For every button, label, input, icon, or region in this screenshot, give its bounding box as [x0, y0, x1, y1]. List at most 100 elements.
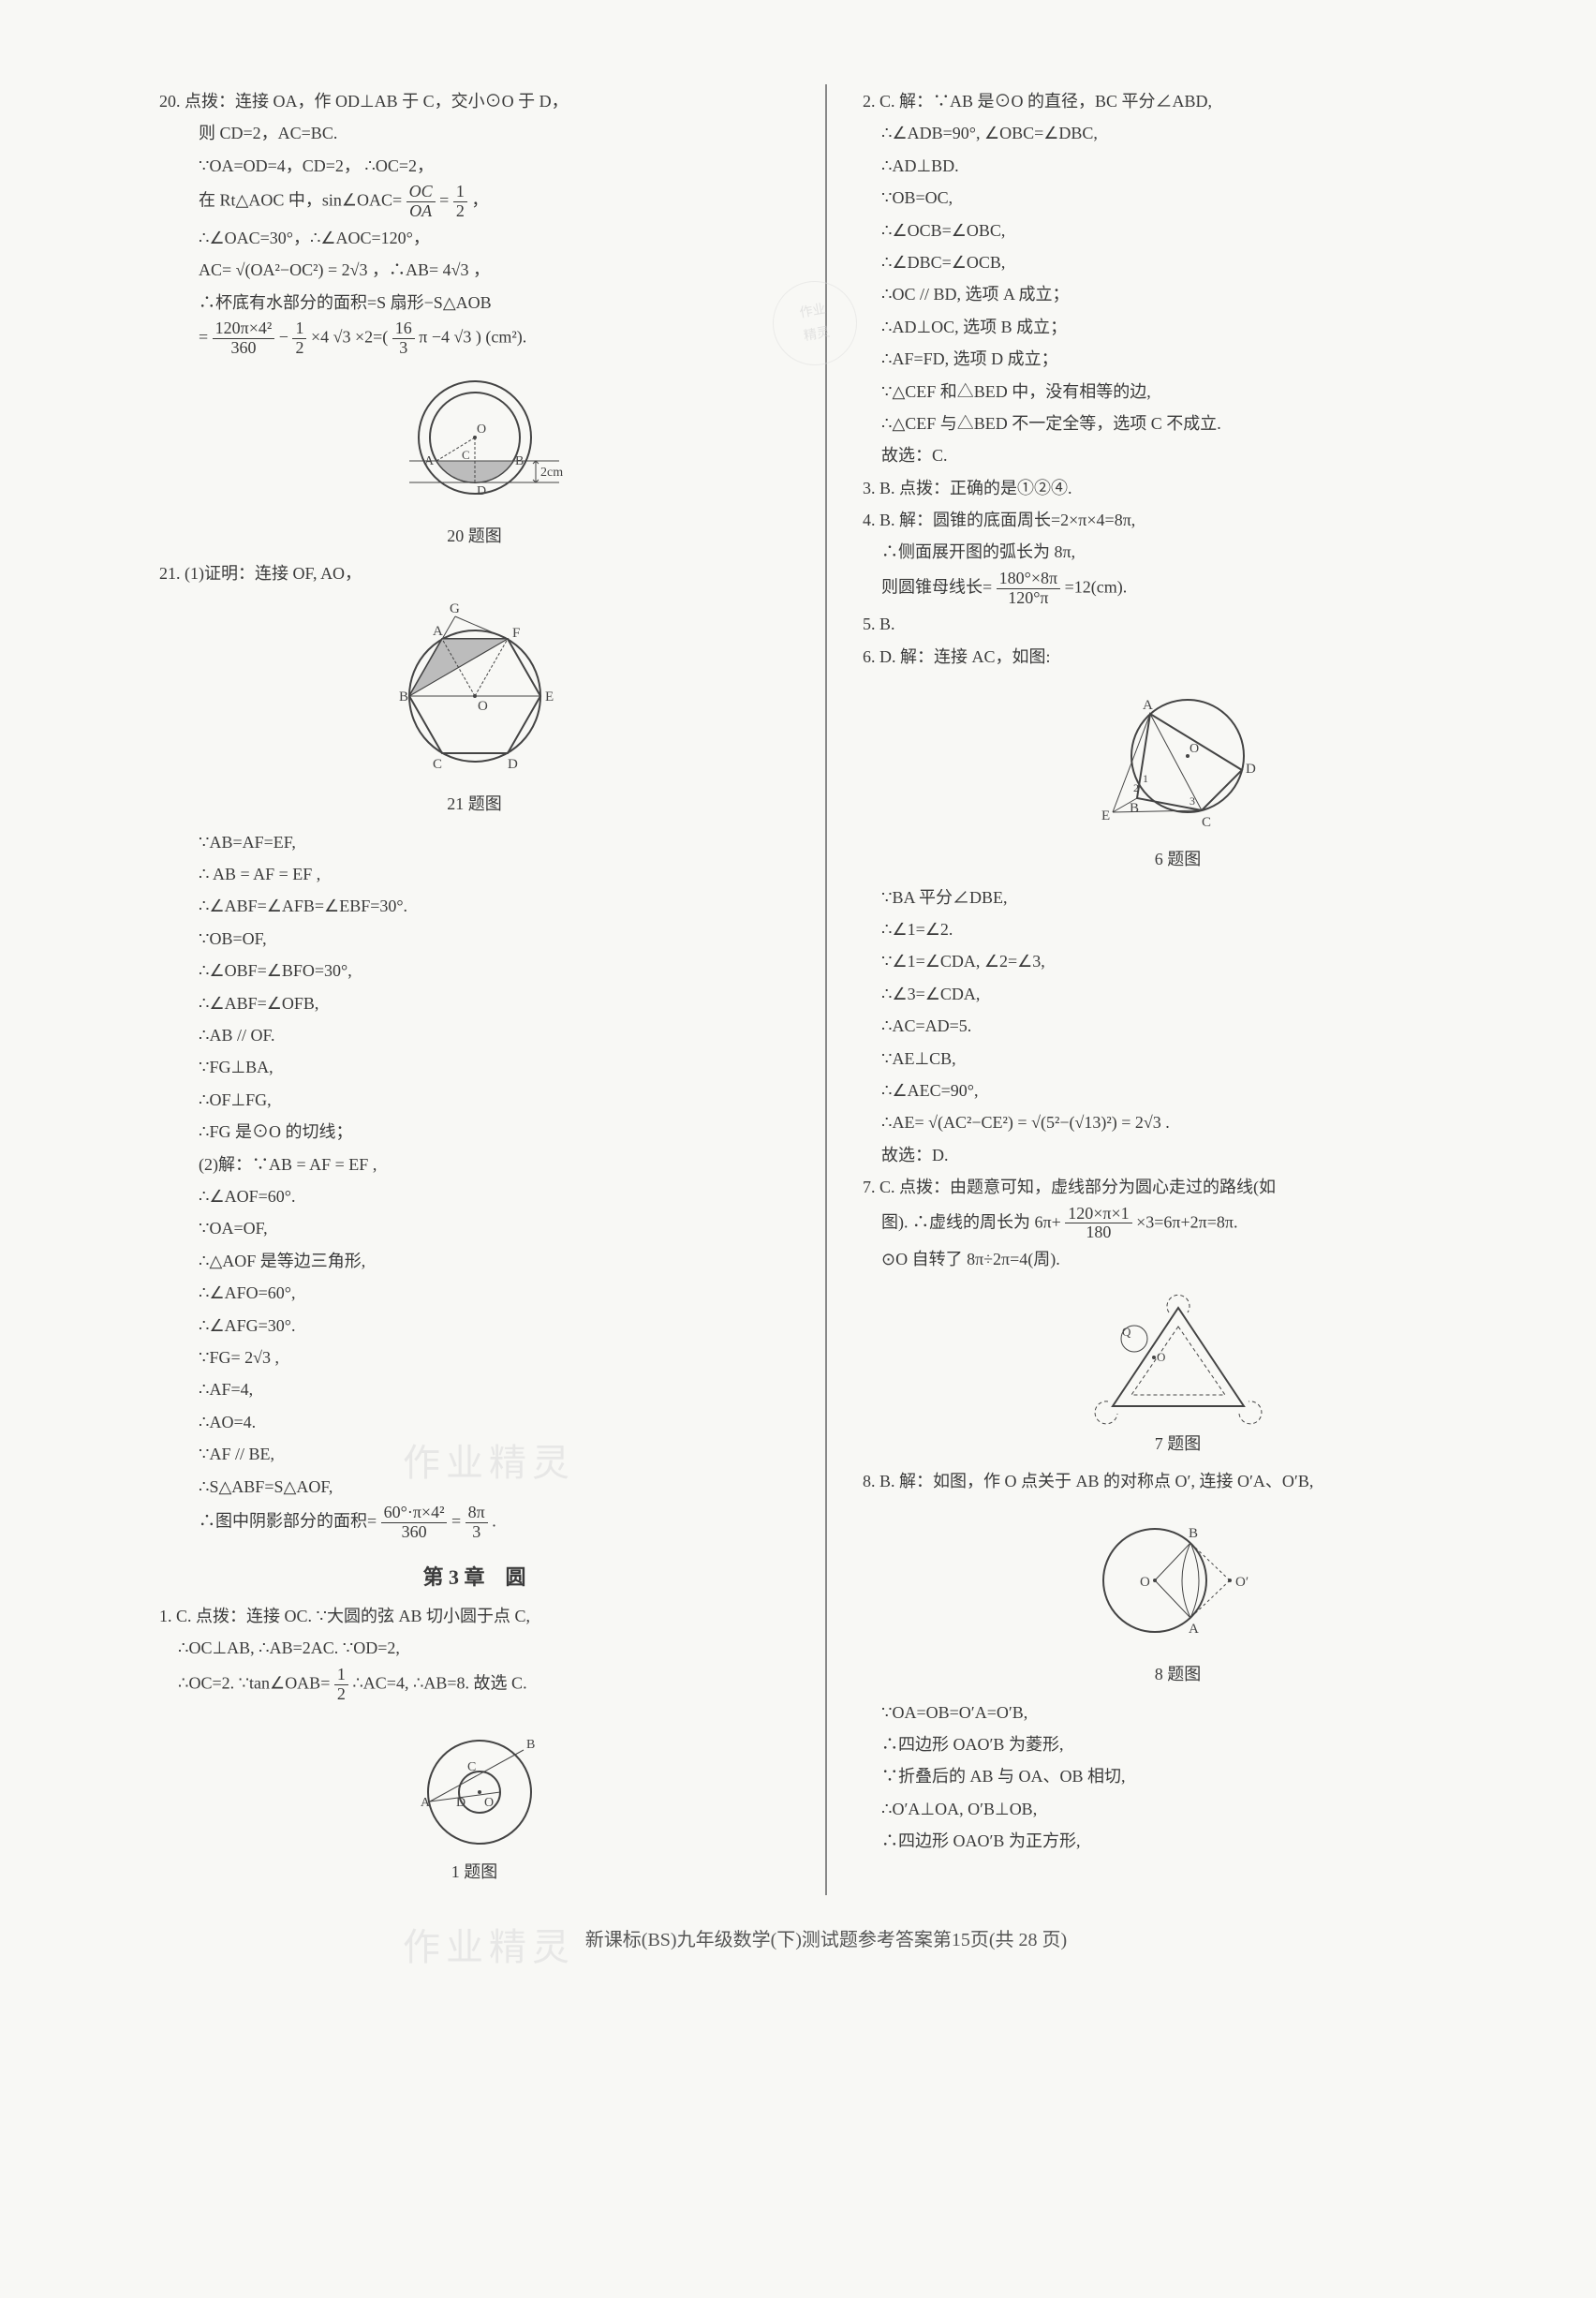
d: 2 [453, 202, 467, 221]
p20-l6: AC= √(OA²−OC²) = 2√3 ，∴AB= 4√3 ， [159, 255, 790, 285]
c3p1-l1: 1. C. 点拨：连接 OC. ∵大圆的弦 AB 切小圆于点 C, [159, 1601, 790, 1631]
fig8-caption: 8 题图 [863, 1659, 1493, 1689]
svg-text:A: A [1143, 698, 1153, 713]
p21-l4: ∴∠ABF=∠AFB=∠EBF=30°. [159, 891, 790, 921]
p5: 5. B. [863, 609, 1493, 639]
frac: 12 [453, 183, 467, 221]
p20-l5: ∴∠OAC=30°，∴∠AOC=120°， [159, 223, 790, 253]
p21-l1: 21. (1)证明：连接 OF, AO， [159, 558, 790, 588]
n: 1 [292, 319, 306, 339]
left-column: 20. 点拨：连接 OA，作 OD⊥AB 于 C，交小⊙O 于 D， 则 CD=… [159, 84, 818, 1895]
p20-l2: 则 CD=2，AC=BC. [159, 118, 790, 148]
t: 在 Rt△AOC 中，sin∠OAC= [199, 191, 402, 210]
p21-l6: ∴∠OBF=∠BFO=30°, [159, 956, 790, 986]
p6-l6: ∴AC=AD=5. [863, 1011, 1493, 1041]
frac: OCOA [406, 183, 436, 221]
lbl-A: A [424, 454, 435, 468]
p21-l18: ∵FG= 2√3 , [159, 1342, 790, 1372]
p2-l1: 2. C. 解：∵AB 是⊙O 的直径，BC 平分∠ABD, [863, 86, 1493, 116]
t: =12(cm). [1065, 577, 1128, 596]
n: 16 [392, 319, 415, 339]
frac: 120×π×1180 [1065, 1205, 1131, 1243]
lbl-C: C [462, 448, 470, 462]
t: 则圆锥母线长= [881, 577, 997, 596]
p2-l6: ∴∠DBC=∠OCB, [863, 247, 1493, 277]
svg-text:G: G [450, 601, 460, 616]
d: 2 [292, 339, 306, 358]
c3p1-l3: ∴OC=2. ∵tan∠OAB= 12 ∴AC=4, ∴AB=8. 故选 C. [159, 1666, 790, 1704]
column-divider [825, 84, 827, 1895]
n: 1 [334, 1666, 348, 1685]
frac: 120π×4²360 [213, 319, 275, 358]
svg-text:A: A [421, 1796, 431, 1810]
p21-l9: ∵FG⊥BA, [159, 1052, 790, 1082]
p20-l3: ∵OA=OD=4，CD=2， ∴OC=2， [159, 151, 790, 181]
p21-l3: ∴ AB = AF = EF , [159, 859, 790, 889]
svg-text:O: O [478, 699, 488, 714]
lbl-2cm: 2cm [540, 466, 563, 480]
p21-l17: ∴∠AFG=30°. [159, 1311, 790, 1341]
p2-l3: ∴AD⊥BD. [863, 151, 1493, 181]
svg-text:D: D [508, 757, 518, 772]
svg-text:A: A [433, 624, 443, 639]
p8-l1: 8. B. 解：如图，作 O 点关于 AB 的对称点 O′, 连接 O′A、O′… [863, 1466, 1493, 1496]
frac: 60°·π×4²360 [381, 1504, 448, 1542]
p6-l10: 故选：D. [863, 1140, 1493, 1170]
frac: 8π3 [466, 1504, 488, 1542]
d: 3 [392, 339, 415, 358]
p21-l22: ∴S△ABF=S△AOF, [159, 1472, 790, 1502]
p21-l15: ∴△AOF 是等边三角形, [159, 1246, 790, 1276]
t: ×4 √3 ×2=( [311, 327, 392, 346]
lbl-B: B [515, 454, 524, 468]
p8-l4: ∵折叠后的 AB 与 OA、OB 相切, [863, 1761, 1493, 1791]
c3p1-l2: ∴OC⊥AB, ∴AB=2AC. ∵OD=2, [159, 1633, 790, 1663]
p6-l4: ∵∠1=∠CDA, ∠2=∠3, [863, 946, 1493, 976]
n: 1 [453, 183, 467, 202]
n: 60°·π×4² [381, 1504, 448, 1523]
svg-text:E: E [545, 689, 554, 704]
fig-7: Q O [863, 1284, 1493, 1425]
p4-l3: 则圆锥母线长= 180°×8π120°π =12(cm). [863, 570, 1493, 608]
p21-l8: ∴AB // OF. [159, 1020, 790, 1050]
p21-l23: ∴图中阴影部分的面积= 60°·π×4²360 = 8π3 . [159, 1504, 790, 1542]
svg-text:O: O [1140, 1575, 1150, 1590]
lbl-D: D [477, 484, 486, 498]
page-footer: 新课标(BS)九年级数学(下)测试题参考答案第15页(共 28 页) [159, 1923, 1493, 1957]
d: 360 [213, 339, 275, 358]
svg-text:C: C [467, 1760, 476, 1774]
p21-l14: ∵OA=OF, [159, 1213, 790, 1243]
t: − [279, 327, 293, 346]
p7-l3: ⊙O 自转了 8π÷2π=4(周). [863, 1244, 1493, 1274]
p21-l21: ∵AF // BE, [159, 1439, 790, 1469]
svg-text:Q: Q [1122, 1325, 1131, 1339]
p21-l7: ∴∠ABF=∠OFB, [159, 988, 790, 1018]
p2-l9: ∴AF=FD, 选项 D 成立； [863, 344, 1493, 374]
p2-l4: ∵OB=OC, [863, 183, 1493, 213]
d: 3 [466, 1523, 488, 1542]
p20-l7: ∴杯底有水部分的面积=S 扇形−S△AOB [159, 288, 790, 318]
p6-l9: ∴AE= √(AC²−CE²) = √(5²−(√13)²) = 2√3 . [863, 1107, 1493, 1137]
p21-l11: ∴FG 是⊙O 的切线； [159, 1117, 790, 1147]
svg-text:D: D [456, 1796, 466, 1810]
d: 120°π [997, 589, 1060, 608]
p2-l11: ∴△CEF 与△BED 不一定全等，选项 C 不成立. [863, 408, 1493, 438]
frac: 12 [334, 1666, 348, 1704]
p2-l5: ∴∠OCB=∠OBC, [863, 215, 1493, 245]
p2-l2: ∴∠ADB=90°, ∠OBC=∠DBC, [863, 118, 1493, 148]
p8-l5: ∴O′A⊥OA, O′B⊥OB, [863, 1794, 1493, 1824]
svg-text:A: A [1189, 1622, 1199, 1637]
t: ∴AC=4, ∴AB=8. 故选 C. [352, 1673, 526, 1692]
fig20-caption: 20 题图 [159, 521, 790, 551]
p20-l8: = 120π×4²360 − 12 ×4 √3 ×2=( 163 π −4 √3… [159, 319, 790, 358]
p2-l10: ∵△CEF 和△BED 中，没有相等的边, [863, 377, 1493, 407]
svg-text:B: B [1130, 801, 1139, 816]
t: ∴OC=2. ∵tan∠OAB= [178, 1673, 334, 1692]
svg-text:O: O [1157, 1350, 1165, 1364]
n: 180°×8π [997, 570, 1060, 589]
p3: 3. B. 点拨：正确的是①②④. [863, 473, 1493, 503]
p7-l1: 7. C. 点拨：由题意可知，虚线部分为圆心走过的路线(如 [863, 1172, 1493, 1202]
p2-l12: 故选：C. [863, 440, 1493, 470]
p6-l7: ∵AE⊥CB, [863, 1044, 1493, 1074]
d: 180 [1065, 1223, 1131, 1242]
fig6-caption: 6 题图 [863, 844, 1493, 874]
